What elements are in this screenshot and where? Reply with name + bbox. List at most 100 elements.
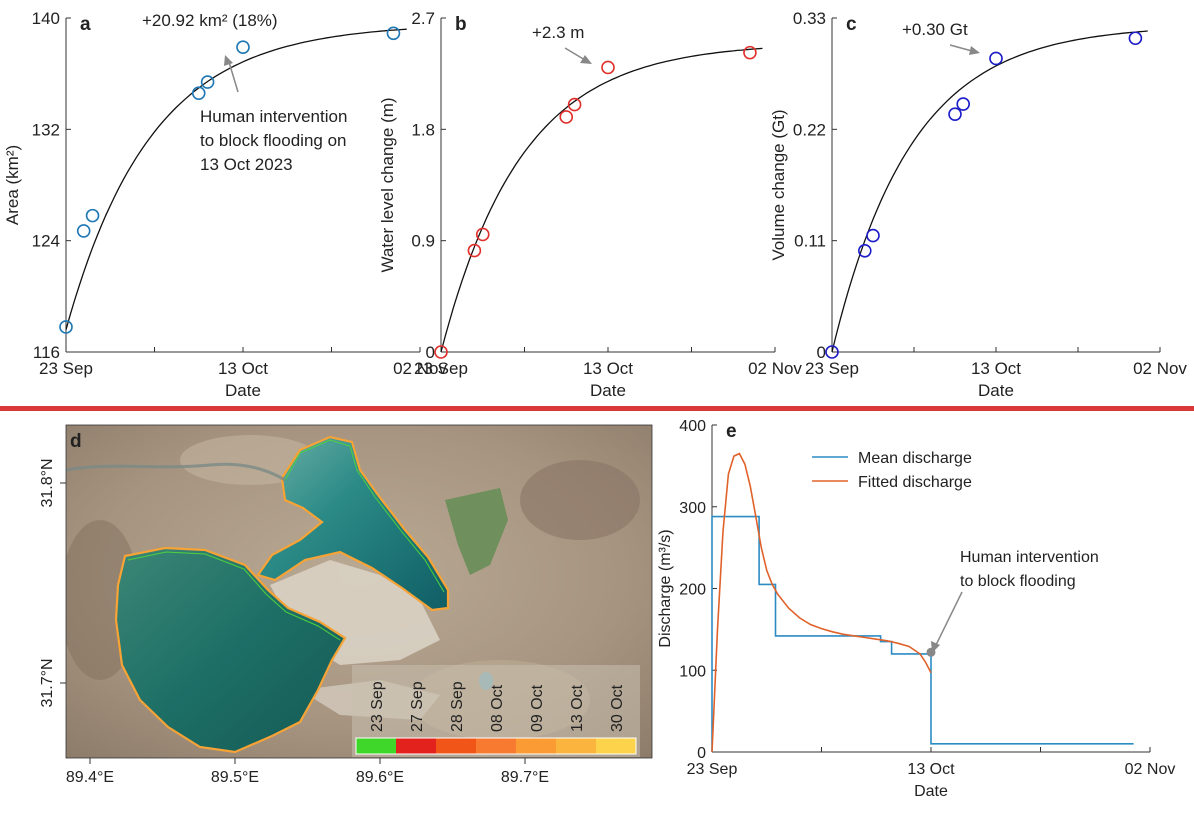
data-point: [825, 345, 839, 359]
lon-label: 89.7°E: [501, 769, 549, 786]
fit-curve: [65, 28, 407, 330]
panel-divider: [0, 406, 1194, 411]
legend-swatch: [516, 738, 556, 754]
lat-label: 31.7°N: [39, 658, 56, 707]
fitted-discharge-line: [711, 452, 932, 753]
map-lake-northeast-inner-edge: [284, 439, 445, 593]
data-point: [857, 243, 872, 258]
x-axis-label: Date: [978, 381, 1014, 400]
legend-date: 27 Sep: [409, 681, 426, 732]
y-tick-label: 132: [32, 120, 60, 139]
fit-curve: [440, 47, 763, 353]
annotation-arrowhead: [931, 641, 940, 653]
data-point: [475, 227, 490, 242]
y-axis-label: Water level change (m): [378, 97, 397, 272]
y-tick-label: 300: [679, 500, 706, 517]
y-tick-label: 140: [32, 9, 60, 28]
data-point: [948, 107, 962, 121]
legend-label: Fitted discharge: [858, 474, 972, 491]
x-tick-label: 23 Sep: [805, 359, 859, 378]
y-axis-label: Discharge (m³/s): [657, 529, 674, 647]
annotation-arrowhead: [224, 55, 233, 66]
fit-curve: [831, 30, 1148, 353]
data-point: [85, 208, 100, 223]
intervention-annotation: 13 Oct 2023: [200, 155, 293, 174]
legend-swatch: [596, 738, 636, 754]
data-point: [467, 243, 482, 258]
x-tick-label: 02 Nov: [1133, 359, 1187, 378]
data-point: [743, 45, 757, 60]
intervention-annotation: Human intervention: [960, 549, 1099, 566]
map-river: [66, 462, 286, 482]
map-lake-west-inner-edge: [127, 551, 341, 641]
legend-swatch: [356, 738, 396, 754]
y-tick-label: 0: [817, 343, 826, 362]
legend-date: 23 Sep: [369, 681, 386, 732]
annotation-arrow: [949, 44, 973, 52]
y-tick-label: 0.33: [793, 9, 826, 28]
map-terrain-shadow: [520, 460, 640, 540]
y-axis-label: Volume change (Gt): [769, 109, 788, 260]
y-axis-label: Area (km²): [3, 145, 22, 225]
data-point: [200, 75, 215, 89]
x-tick-label: 23 Sep: [687, 761, 738, 778]
panel-label-b: b: [455, 14, 467, 35]
x-axis-label: Date: [590, 381, 626, 400]
data-point: [866, 228, 880, 243]
change-annotation: +2.3 m: [532, 23, 584, 42]
change-annotation: +0.30 Gt: [902, 20, 968, 39]
data-point: [434, 345, 448, 359]
y-tick-label: 0: [426, 343, 435, 362]
data-point: [76, 224, 91, 238]
x-tick-label: 02 Nov: [748, 359, 802, 378]
map-pond: [445, 488, 508, 575]
legend-swatch: [556, 738, 596, 754]
data-point: [559, 110, 574, 124]
panel-label-c: c: [846, 14, 857, 35]
y-tick-label: 0.11: [794, 232, 826, 251]
y-tick-label: 2.7: [411, 9, 435, 28]
data-point: [59, 320, 73, 334]
legend: Mean discharge Fitted discharge: [812, 450, 972, 491]
annotation-arrow: [228, 61, 239, 93]
x-tick-label: 23 Sep: [414, 359, 468, 378]
chart-panel-a: 116 124 132 140 23 Sep 13 Oct 02 Nov Date Area (…: [3, 9, 447, 400]
y-tick-label: 1.8: [411, 120, 435, 139]
chart-panel-e: 0 100 200 300 400 23 Sep 13 Oct 02 Nov Date Disch…: [657, 418, 1175, 800]
legend-swatch: [436, 738, 476, 754]
legend-date: 13 Oct: [569, 684, 586, 732]
map-lake-west: [114, 546, 347, 754]
x-tick-label: 13 Oct: [971, 359, 1021, 378]
data-point: [191, 86, 206, 100]
legend-swatch: [396, 738, 436, 754]
chart-panel-b: 0 0.9 1.8 2.7 23 Sep 13 Oct 02 Nov Date Water le…: [378, 9, 802, 400]
annotation-arrow: [564, 47, 586, 61]
lon-label: 89.5°E: [211, 769, 259, 786]
mean-discharge-line: [711, 515, 1134, 752]
data-point: [567, 97, 582, 112]
y-tick-label: 0: [697, 745, 706, 762]
annotation-arrowhead: [969, 46, 980, 55]
intervention-annotation: to block flooding on: [200, 131, 347, 150]
intervention-annotation: Human intervention: [200, 107, 347, 126]
y-tick-label: 400: [679, 418, 706, 435]
lon-label: 89.6°E: [356, 769, 404, 786]
data-point: [601, 60, 615, 75]
intervention-annotation: to block flooding: [960, 573, 1076, 590]
legend-frame: [355, 737, 637, 755]
legend-label: Mean discharge: [858, 450, 972, 467]
panel-label-d: d: [70, 431, 82, 452]
x-axis-label: Date: [914, 783, 948, 800]
map-frame: [65, 424, 653, 759]
lon-label: 89.4°E: [66, 769, 114, 786]
y-tick-label: 0.22: [793, 120, 826, 139]
x-tick-label: 02 Nov: [393, 359, 447, 378]
data-point: [989, 51, 1003, 66]
map-legend: 23 Sep 27 Sep 28 Sep 08 Oct 09 Oct 13 Oct 30 O…: [352, 665, 640, 757]
map-panel-d: d 31.8°N 31.7°N 89.4°E 89.5°E 89.6°E 89.…: [39, 424, 653, 786]
panel-label-e: e: [726, 421, 737, 442]
y-tick-label: 124: [32, 232, 60, 251]
legend-date: 09 Oct: [529, 684, 546, 732]
x-tick-label: 13 Oct: [907, 761, 955, 778]
